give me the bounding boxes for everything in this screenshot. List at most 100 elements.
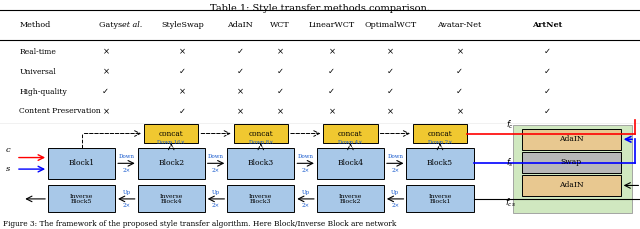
Text: Method: Method [19, 21, 51, 29]
Text: ✓: ✓ [387, 67, 394, 76]
FancyBboxPatch shape [413, 124, 467, 143]
Text: Swap: Swap [561, 158, 582, 166]
Text: concat: concat [248, 130, 273, 137]
Text: $\times$: $\times$ [328, 47, 335, 57]
Text: 2×: 2× [301, 203, 310, 208]
Text: High-quality: High-quality [19, 87, 67, 95]
Text: $\times$: $\times$ [179, 47, 186, 57]
Text: 2×: 2× [391, 203, 399, 208]
Text: AdaIN: AdaIN [559, 181, 584, 189]
Text: Table 1: Style transfer methods comparison.: Table 1: Style transfer methods comparis… [210, 4, 430, 13]
Text: Inverse
Block1: Inverse Block1 [428, 194, 452, 204]
Text: Real-time: Real-time [19, 48, 56, 56]
Text: $\times$: $\times$ [387, 47, 394, 57]
FancyBboxPatch shape [406, 185, 474, 212]
FancyBboxPatch shape [406, 148, 474, 179]
Text: ✓: ✓ [237, 47, 243, 56]
FancyBboxPatch shape [522, 175, 621, 196]
Text: Up: Up [391, 190, 399, 195]
FancyBboxPatch shape [522, 152, 621, 173]
Text: AdaIN: AdaIN [227, 21, 253, 29]
Text: $f_{cs}$: $f_{cs}$ [504, 196, 516, 209]
Text: Up: Up [212, 190, 220, 195]
Text: $\times$: $\times$ [102, 106, 109, 116]
FancyBboxPatch shape [234, 124, 288, 143]
Text: Inverse
Block3: Inverse Block3 [249, 194, 273, 204]
FancyBboxPatch shape [48, 148, 115, 179]
Text: $\times$: $\times$ [276, 47, 284, 57]
Text: c: c [5, 146, 10, 154]
Text: Down: Down [387, 154, 403, 159]
FancyBboxPatch shape [138, 148, 205, 179]
Text: 2×: 2× [391, 168, 399, 173]
Text: $\times$: $\times$ [456, 47, 463, 57]
Text: Gatys: Gatys [99, 21, 125, 29]
Text: et al.: et al. [122, 21, 142, 29]
Text: AdaIN: AdaIN [559, 135, 584, 143]
Text: Avatar-Net: Avatar-Net [437, 21, 482, 29]
Text: $\times$: $\times$ [102, 47, 109, 57]
Text: $\times$: $\times$ [328, 106, 335, 116]
FancyBboxPatch shape [317, 148, 384, 179]
Text: concat: concat [338, 130, 363, 137]
Text: Down 16×: Down 16× [157, 140, 185, 145]
Text: ✓: ✓ [544, 67, 550, 76]
Text: ✓: ✓ [179, 107, 186, 116]
Text: ✓: ✓ [237, 67, 243, 76]
Text: 2×: 2× [122, 168, 131, 173]
Text: 2×: 2× [212, 168, 220, 173]
Text: ✓: ✓ [277, 87, 284, 96]
Text: ✓: ✓ [277, 67, 284, 76]
Text: concat: concat [428, 130, 452, 137]
FancyBboxPatch shape [317, 185, 384, 212]
Text: $\times$: $\times$ [236, 106, 244, 116]
Text: StyleSwap: StyleSwap [161, 21, 204, 29]
Text: $\times$: $\times$ [456, 106, 463, 116]
Text: Inverse
Block4: Inverse Block4 [159, 194, 183, 204]
Text: Figure 3: The framework of the proposed style transfer algorithm. Here Block/Inv: Figure 3: The framework of the proposed … [3, 220, 397, 228]
FancyBboxPatch shape [227, 148, 294, 179]
Text: Down 8×: Down 8× [248, 140, 273, 145]
Text: concat: concat [159, 130, 184, 137]
Text: ✓: ✓ [456, 87, 463, 96]
Text: $\times$: $\times$ [387, 106, 394, 116]
Text: ✓: ✓ [328, 87, 335, 96]
Text: 2×: 2× [212, 203, 220, 208]
FancyBboxPatch shape [522, 129, 621, 150]
FancyBboxPatch shape [144, 124, 198, 143]
Text: $\times$: $\times$ [102, 67, 109, 76]
FancyBboxPatch shape [227, 185, 294, 212]
Text: WCT: WCT [271, 21, 290, 29]
Text: ArtNet: ArtNet [532, 21, 563, 29]
Text: ✓: ✓ [328, 67, 335, 76]
FancyBboxPatch shape [323, 124, 378, 143]
Text: $\times$: $\times$ [236, 87, 244, 96]
FancyBboxPatch shape [138, 185, 205, 212]
Text: Up: Up [301, 190, 310, 195]
Text: ✓: ✓ [544, 87, 550, 96]
Text: 2×: 2× [301, 168, 310, 173]
Text: ✓: ✓ [102, 87, 109, 96]
Text: $f_s$: $f_s$ [506, 156, 514, 169]
Text: Up: Up [122, 190, 131, 195]
Text: ✓: ✓ [544, 107, 550, 116]
Text: Block3: Block3 [248, 159, 274, 167]
Text: ✓: ✓ [179, 67, 186, 76]
Text: ✓: ✓ [456, 67, 463, 76]
Text: LinearWCT: LinearWCT [308, 21, 355, 29]
Text: Universal: Universal [19, 68, 56, 76]
FancyBboxPatch shape [48, 185, 115, 212]
Text: Inverse
Block5: Inverse Block5 [70, 194, 93, 204]
Text: Down: Down [118, 154, 134, 159]
Text: Block2: Block2 [158, 159, 184, 167]
Text: Down: Down [208, 154, 224, 159]
Text: $\times$: $\times$ [179, 87, 186, 96]
Text: $\times$: $\times$ [276, 106, 284, 116]
Text: Block4: Block4 [337, 159, 364, 167]
FancyBboxPatch shape [513, 125, 632, 213]
Text: Inverse
Block2: Inverse Block2 [339, 194, 362, 204]
Text: Down 4×: Down 4× [338, 140, 363, 145]
Text: ✓: ✓ [387, 87, 394, 96]
Text: Content Preservation: Content Preservation [19, 107, 101, 115]
Text: Block1: Block1 [68, 159, 95, 167]
